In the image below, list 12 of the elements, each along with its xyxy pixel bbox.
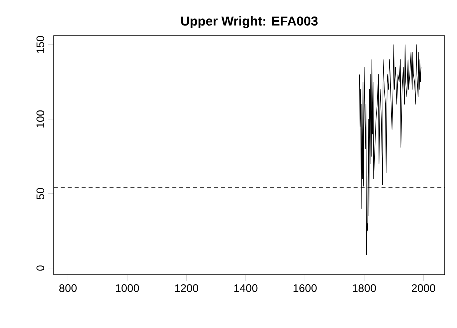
chart-title: Upper Wright: EFA003 (181, 16, 318, 29)
x-tick-label: 1000 (116, 284, 140, 292)
y-tick-label: 50 (36, 188, 44, 200)
x-tick-label: 1600 (294, 284, 317, 292)
x-tick-label: 800 (60, 284, 77, 292)
x-tick-label: 1200 (175, 284, 198, 292)
x-tick-label: 2000 (412, 284, 436, 292)
x-tick-label: 1800 (353, 284, 376, 292)
y-tick-label: 100 (36, 110, 44, 128)
x-tick-label: 1400 (234, 284, 258, 292)
y-tick-label: 150 (36, 36, 44, 54)
y-tick-label: 0 (36, 266, 44, 271)
